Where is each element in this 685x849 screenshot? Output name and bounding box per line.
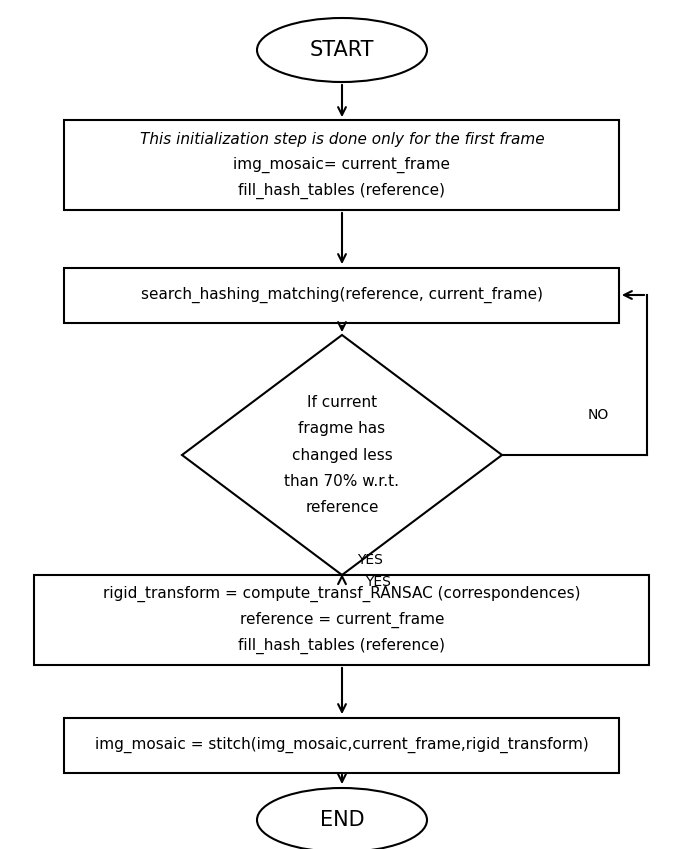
Text: rigid_transform = compute_transf_RANSAC (correspondences): rigid_transform = compute_transf_RANSAC … <box>103 586 581 603</box>
Bar <box>64 717 619 773</box>
Text: fill_hash_tables (reference): fill_hash_tables (reference) <box>238 183 445 199</box>
Text: reference = current_frame: reference = current_frame <box>240 612 445 628</box>
Text: YES: YES <box>357 553 383 567</box>
Text: img_mosaic= current_frame: img_mosaic= current_frame <box>234 157 451 173</box>
Ellipse shape <box>257 18 427 82</box>
Bar <box>64 120 619 210</box>
Text: START: START <box>310 40 374 60</box>
Text: This initialization step is done only for the first frame: This initialization step is done only fo… <box>140 132 545 147</box>
Text: changed less: changed less <box>292 447 393 463</box>
Text: fill_hash_tables (reference): fill_hash_tables (reference) <box>238 638 445 654</box>
Text: YES: YES <box>365 575 391 589</box>
Text: than 70% w.r.t.: than 70% w.r.t. <box>284 474 399 489</box>
Bar <box>34 575 649 665</box>
Text: END: END <box>320 810 364 830</box>
Text: NO: NO <box>587 408 609 422</box>
Bar <box>64 267 619 323</box>
Ellipse shape <box>257 788 427 849</box>
Text: fragme has: fragme has <box>299 421 386 436</box>
Text: search_hashing_matching(reference, current_frame): search_hashing_matching(reference, curre… <box>141 287 543 303</box>
Text: If current: If current <box>307 395 377 410</box>
Text: reference: reference <box>306 500 379 514</box>
Polygon shape <box>182 335 502 575</box>
Text: img_mosaic = stitch(img_mosaic,current_frame,rigid_transform): img_mosaic = stitch(img_mosaic,current_f… <box>95 737 589 753</box>
